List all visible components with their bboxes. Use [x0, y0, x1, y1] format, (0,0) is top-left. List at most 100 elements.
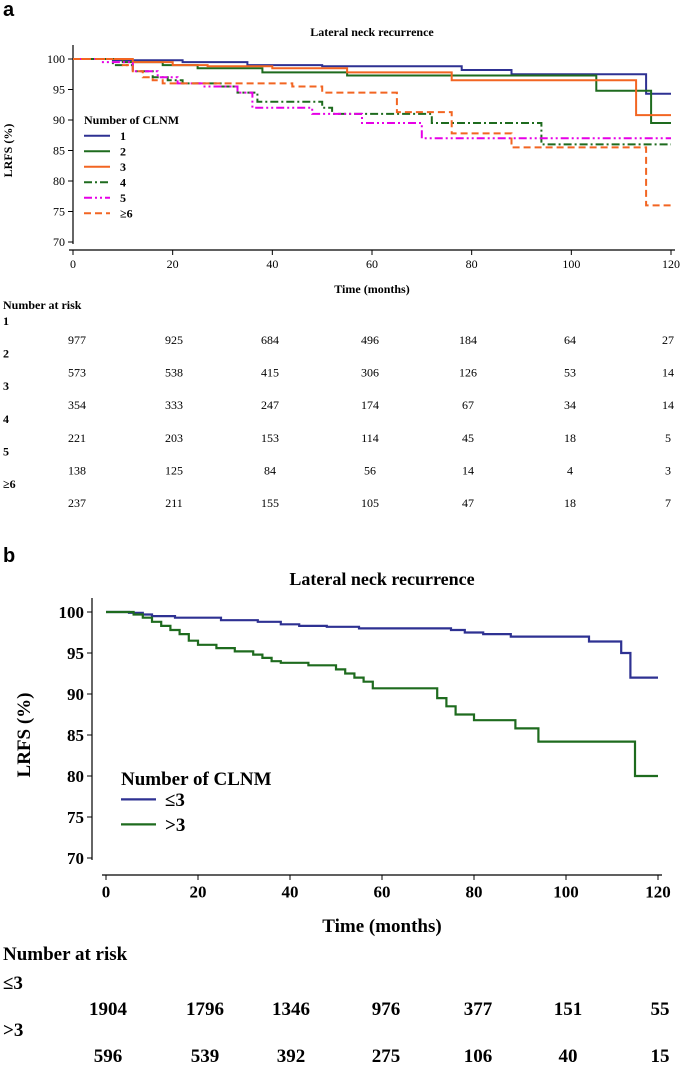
y-tick-label: 85 — [53, 144, 65, 158]
risk-row-label: 4 — [3, 412, 9, 426]
risk-cell: 155 — [261, 496, 279, 510]
risk-cell: 84 — [264, 463, 276, 477]
legend-label: 5 — [120, 191, 126, 205]
legend-label: >3 — [165, 815, 185, 836]
risk-row-label: 3 — [3, 379, 9, 393]
risk-cell: 684 — [261, 333, 279, 347]
risk-cell: 14 — [662, 398, 674, 412]
chart-b-title: Lateral neck recurrence — [289, 569, 474, 589]
legend-label: 1 — [120, 129, 126, 143]
y-tick-label: 90 — [53, 113, 65, 127]
risk-row-label: ≥6 — [3, 477, 16, 491]
risk-cell: 40 — [559, 1046, 578, 1067]
risk-cell: 354 — [68, 398, 86, 412]
risk-cell: 4 — [567, 463, 573, 477]
legend-label: 2 — [120, 145, 126, 159]
series-line-a-3 — [73, 58, 671, 117]
x-tick-label: 20 — [190, 882, 207, 901]
risk-cell: 125 — [165, 463, 183, 477]
y-tick-label: 80 — [67, 767, 84, 786]
risk-cell: 18 — [564, 431, 576, 445]
risk-cell: 306 — [361, 366, 379, 380]
risk-cell: 138 — [68, 463, 86, 477]
risk-row-label: 2 — [3, 347, 9, 361]
risk-cell: 153 — [261, 431, 279, 445]
legend-label: ≤3 — [165, 790, 185, 811]
x-tick-label: 60 — [374, 882, 391, 901]
chart-b-y-label: LRFS (%) — [14, 693, 35, 778]
risk-cell: 538 — [165, 366, 183, 380]
x-tick-label: 20 — [167, 257, 179, 271]
legend-label: 4 — [120, 176, 126, 190]
risk-cell: 415 — [261, 366, 279, 380]
chart-b-x-label: Time (months) — [322, 916, 441, 937]
risk-cell: 64 — [564, 333, 576, 347]
risk-cell: 596 — [94, 1046, 123, 1067]
y-tick-label: 70 — [53, 235, 65, 249]
y-tick-label: 95 — [67, 644, 84, 663]
y-tick-label: 95 — [53, 83, 65, 97]
risk-cell: 925 — [165, 333, 183, 347]
risk-cell: 3 — [665, 463, 671, 477]
x-tick-label: 80 — [466, 257, 478, 271]
risk-cell: 211 — [165, 496, 183, 510]
risk-cell: 977 — [68, 333, 86, 347]
risk-cell: 5 — [665, 431, 671, 445]
risk-cell: 151 — [554, 999, 583, 1020]
risk-cell: 377 — [464, 999, 493, 1020]
risk-cell: 203 — [165, 431, 183, 445]
risk-cell: 34 — [564, 398, 576, 412]
y-tick-label: 100 — [59, 603, 85, 622]
risk-cell: 15 — [651, 1046, 670, 1067]
risk-row-label: 1 — [3, 314, 9, 328]
risk-cell: 55 — [651, 999, 670, 1020]
x-tick-label: 0 — [70, 257, 76, 271]
risk-row-label: >3 — [3, 1020, 23, 1041]
risk-cell: 976 — [372, 999, 401, 1020]
risk-cell: 27 — [662, 333, 674, 347]
chart-a-y-label: LRFS (%) — [1, 124, 15, 178]
y-tick-label: 75 — [67, 808, 84, 827]
y-tick-label: 90 — [67, 685, 84, 704]
risk-cell: 106 — [464, 1046, 493, 1067]
risk-table-header-b: Number at risk — [3, 944, 128, 965]
panel-b-letter: b — [3, 545, 15, 567]
chart-a-x-label: Time (months) — [334, 282, 409, 296]
risk-table-header-a: Number at risk — [3, 298, 82, 312]
risk-cell: 237 — [68, 496, 86, 510]
risk-cell: 114 — [361, 431, 379, 445]
risk-cell: 573 — [68, 366, 86, 380]
risk-cell: 7 — [665, 496, 671, 510]
series-line-a-1 — [73, 58, 671, 95]
legend-label: 3 — [120, 160, 126, 174]
risk-cell: 539 — [191, 1046, 220, 1067]
legend-label: ≥6 — [120, 207, 133, 221]
risk-cell: 184 — [459, 333, 477, 347]
x-tick-label: 100 — [553, 882, 579, 901]
risk-cell: 496 — [361, 333, 379, 347]
chart-b: Lateral neck recurrence 70 75 80 85 90 95 100 0 2… — [3, 569, 671, 1067]
risk-cell: 45 — [462, 431, 474, 445]
y-tick-label: 70 — [67, 849, 84, 868]
risk-cell: 275 — [372, 1046, 401, 1067]
risk-cell: 247 — [261, 398, 279, 412]
panel-a-letter: a — [3, 0, 15, 21]
risk-cell: 14 — [662, 366, 674, 380]
risk-cell: 221 — [68, 431, 86, 445]
risk-cell: 18 — [564, 496, 576, 510]
y-tick-label: 100 — [47, 52, 65, 66]
risk-cell: 1904 — [89, 999, 128, 1020]
x-tick-label: 0 — [102, 882, 111, 901]
legend-title-b: Number of CLNM — [121, 769, 272, 790]
risk-cell: 105 — [361, 496, 379, 510]
risk-cell: 67 — [462, 398, 474, 412]
risk-row-label: ≤3 — [3, 973, 23, 994]
x-tick-label: 80 — [466, 882, 483, 901]
risk-cell: 56 — [364, 463, 376, 477]
risk-cell: 1796 — [186, 999, 224, 1020]
risk-cell: 333 — [165, 398, 183, 412]
y-tick-label: 85 — [67, 726, 84, 745]
x-tick-label: 120 — [645, 882, 671, 901]
